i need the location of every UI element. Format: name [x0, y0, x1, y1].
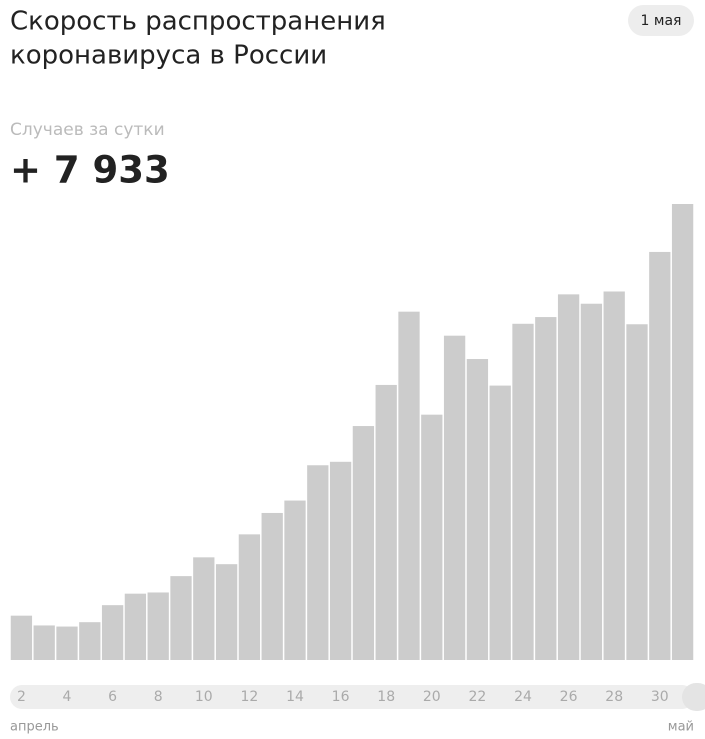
- x-tick-label: 16: [332, 689, 350, 705]
- bar: [375, 384, 397, 660]
- bar: [671, 204, 694, 660]
- bar: [557, 294, 580, 660]
- bar: [535, 317, 557, 660]
- bar: [421, 414, 443, 660]
- x-tick-label: 10: [195, 689, 213, 705]
- x-tick-label: 20: [423, 689, 441, 705]
- bar: [79, 622, 101, 660]
- bar: [284, 500, 306, 660]
- subtitle: Случаев за сутки: [10, 120, 165, 140]
- x-tick-label: 4: [63, 689, 72, 705]
- headline: + 7 933: [10, 149, 170, 192]
- bar: [101, 605, 124, 660]
- x-tick-label: 12: [240, 689, 258, 705]
- bar: [489, 385, 511, 660]
- x-tick-label: 22: [468, 689, 486, 705]
- x-tick-label: 26: [560, 689, 578, 705]
- x-tick-label: 30: [651, 689, 669, 705]
- bar: [238, 534, 261, 660]
- bar: [352, 426, 375, 660]
- scrubber-handle[interactable]: [682, 683, 705, 711]
- month-label: май: [668, 720, 694, 735]
- x-tick-label: 6: [108, 689, 117, 705]
- bar: [33, 625, 55, 660]
- x-tick-label: 18: [377, 689, 395, 705]
- x-tick-label: 14: [286, 689, 304, 705]
- bar: [307, 465, 329, 660]
- bar: [466, 359, 489, 660]
- bar: [215, 564, 238, 660]
- bar: [329, 461, 352, 660]
- bar: [512, 323, 534, 660]
- bar: [193, 557, 215, 660]
- x-tick-label: 24: [514, 689, 532, 705]
- title-line: коронавируса в России: [10, 41, 327, 71]
- bar: [626, 324, 648, 660]
- bar: [10, 615, 33, 660]
- bar: [580, 303, 603, 660]
- x-tick-label: 2: [17, 689, 26, 705]
- title-line: Скорость распространения: [10, 7, 386, 37]
- bar: [603, 291, 625, 660]
- bar: [147, 592, 169, 660]
- x-tick-label: 28: [605, 689, 623, 705]
- scrubber-track[interactable]: [10, 685, 694, 709]
- bar: [649, 251, 671, 660]
- bar: [124, 593, 147, 660]
- bar: [443, 335, 466, 660]
- bar: [170, 576, 192, 660]
- bar: [56, 626, 78, 660]
- bar: [261, 512, 283, 660]
- month-label: апрель: [10, 720, 59, 735]
- date-badge-bg[interactable]: [628, 5, 694, 36]
- x-tick-label: 8: [154, 689, 163, 705]
- bar: [398, 311, 420, 660]
- date-badge[interactable]: 1 мая: [641, 13, 682, 29]
